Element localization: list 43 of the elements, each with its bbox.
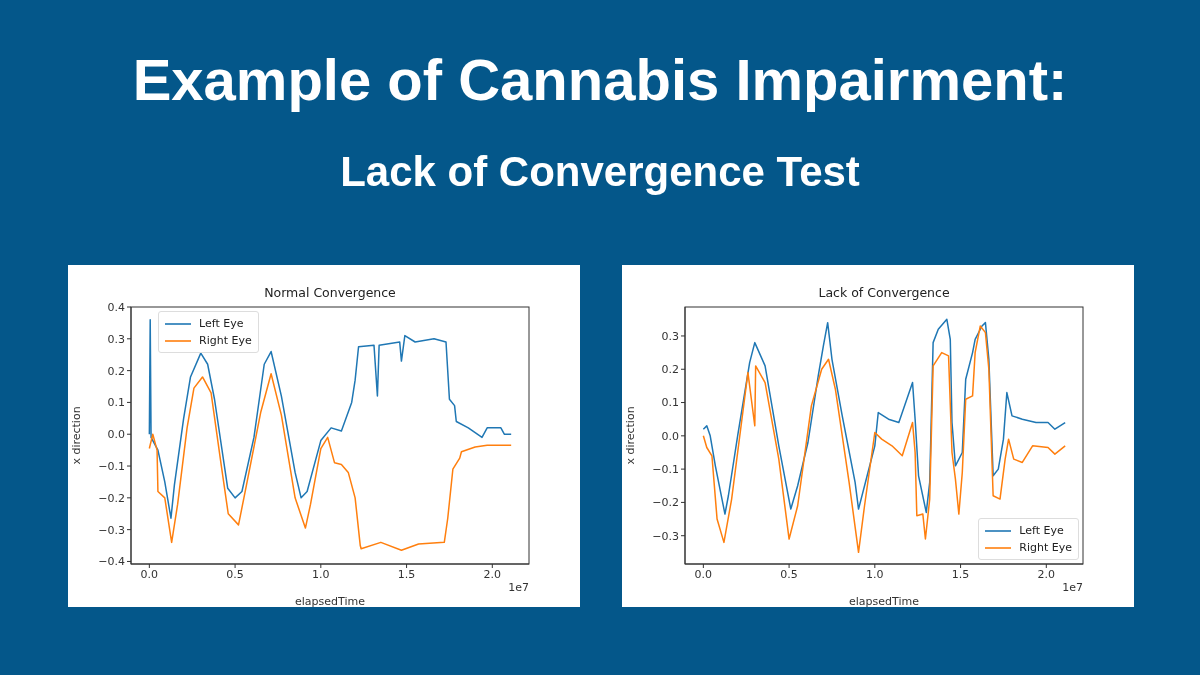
x-tick-label: 0.0	[140, 567, 159, 581]
line-series	[148, 373, 512, 552]
y-tick-label: −0.2	[98, 491, 125, 505]
x-axis-title: elapsedTime	[849, 595, 920, 608]
chart-title: Normal Convergence	[264, 285, 396, 300]
text: 1e7	[1062, 581, 1083, 594]
y-tick-label: −0.1	[652, 463, 679, 477]
x-tick-label: 2.0	[483, 567, 502, 581]
y-tick-label: −0.3	[652, 529, 679, 543]
legend-label: Right Eye	[199, 334, 252, 347]
y-tick-label: −0.1	[98, 459, 125, 473]
y-tick-label: 0.0	[107, 428, 125, 442]
x-tick-label: 2.0	[1037, 567, 1056, 581]
legend-label: Right Eye	[1019, 541, 1072, 554]
y-tick-label: −0.4	[98, 555, 125, 569]
line-series	[702, 318, 1066, 515]
x-tick-label: 1.5	[951, 567, 970, 581]
text: 1e7	[508, 581, 529, 594]
x-tick-label: 1.0	[312, 567, 330, 581]
text: Lack of Convergence Test	[340, 148, 860, 195]
y-tick-label: 0.3	[107, 332, 125, 346]
y-tick-label: 0.3	[661, 329, 679, 343]
y-tick-label: 0.1	[661, 396, 679, 410]
y-tick-label: −0.3	[98, 523, 125, 537]
x-tick-label: 0.5	[226, 567, 244, 581]
y-axis-title: x direction	[69, 406, 83, 465]
legend-label: Left Eye	[199, 317, 244, 330]
line-series	[148, 318, 512, 519]
y-tick-label: 0.1	[107, 396, 125, 410]
y-tick-label: 0.2	[107, 364, 125, 378]
x-tick-label: 0.0	[694, 567, 713, 581]
x-tick-label: 0.5	[780, 567, 798, 581]
y-tick-label: 0.4	[107, 300, 125, 314]
x-tick-label: 1.0	[866, 567, 884, 581]
x-axis-title: elapsedTime	[295, 595, 366, 608]
y-tick-label: 0.0	[661, 429, 679, 443]
legend-label: Left Eye	[1019, 524, 1064, 537]
y-tick-label: 0.2	[661, 363, 679, 377]
text: Example of Cannabis Impairment:	[132, 47, 1068, 112]
chart-title: Lack of Convergence	[818, 285, 950, 300]
x-tick-label: 1.5	[397, 567, 416, 581]
y-tick-label: −0.2	[652, 496, 679, 510]
y-axis-title: x direction	[623, 406, 637, 465]
